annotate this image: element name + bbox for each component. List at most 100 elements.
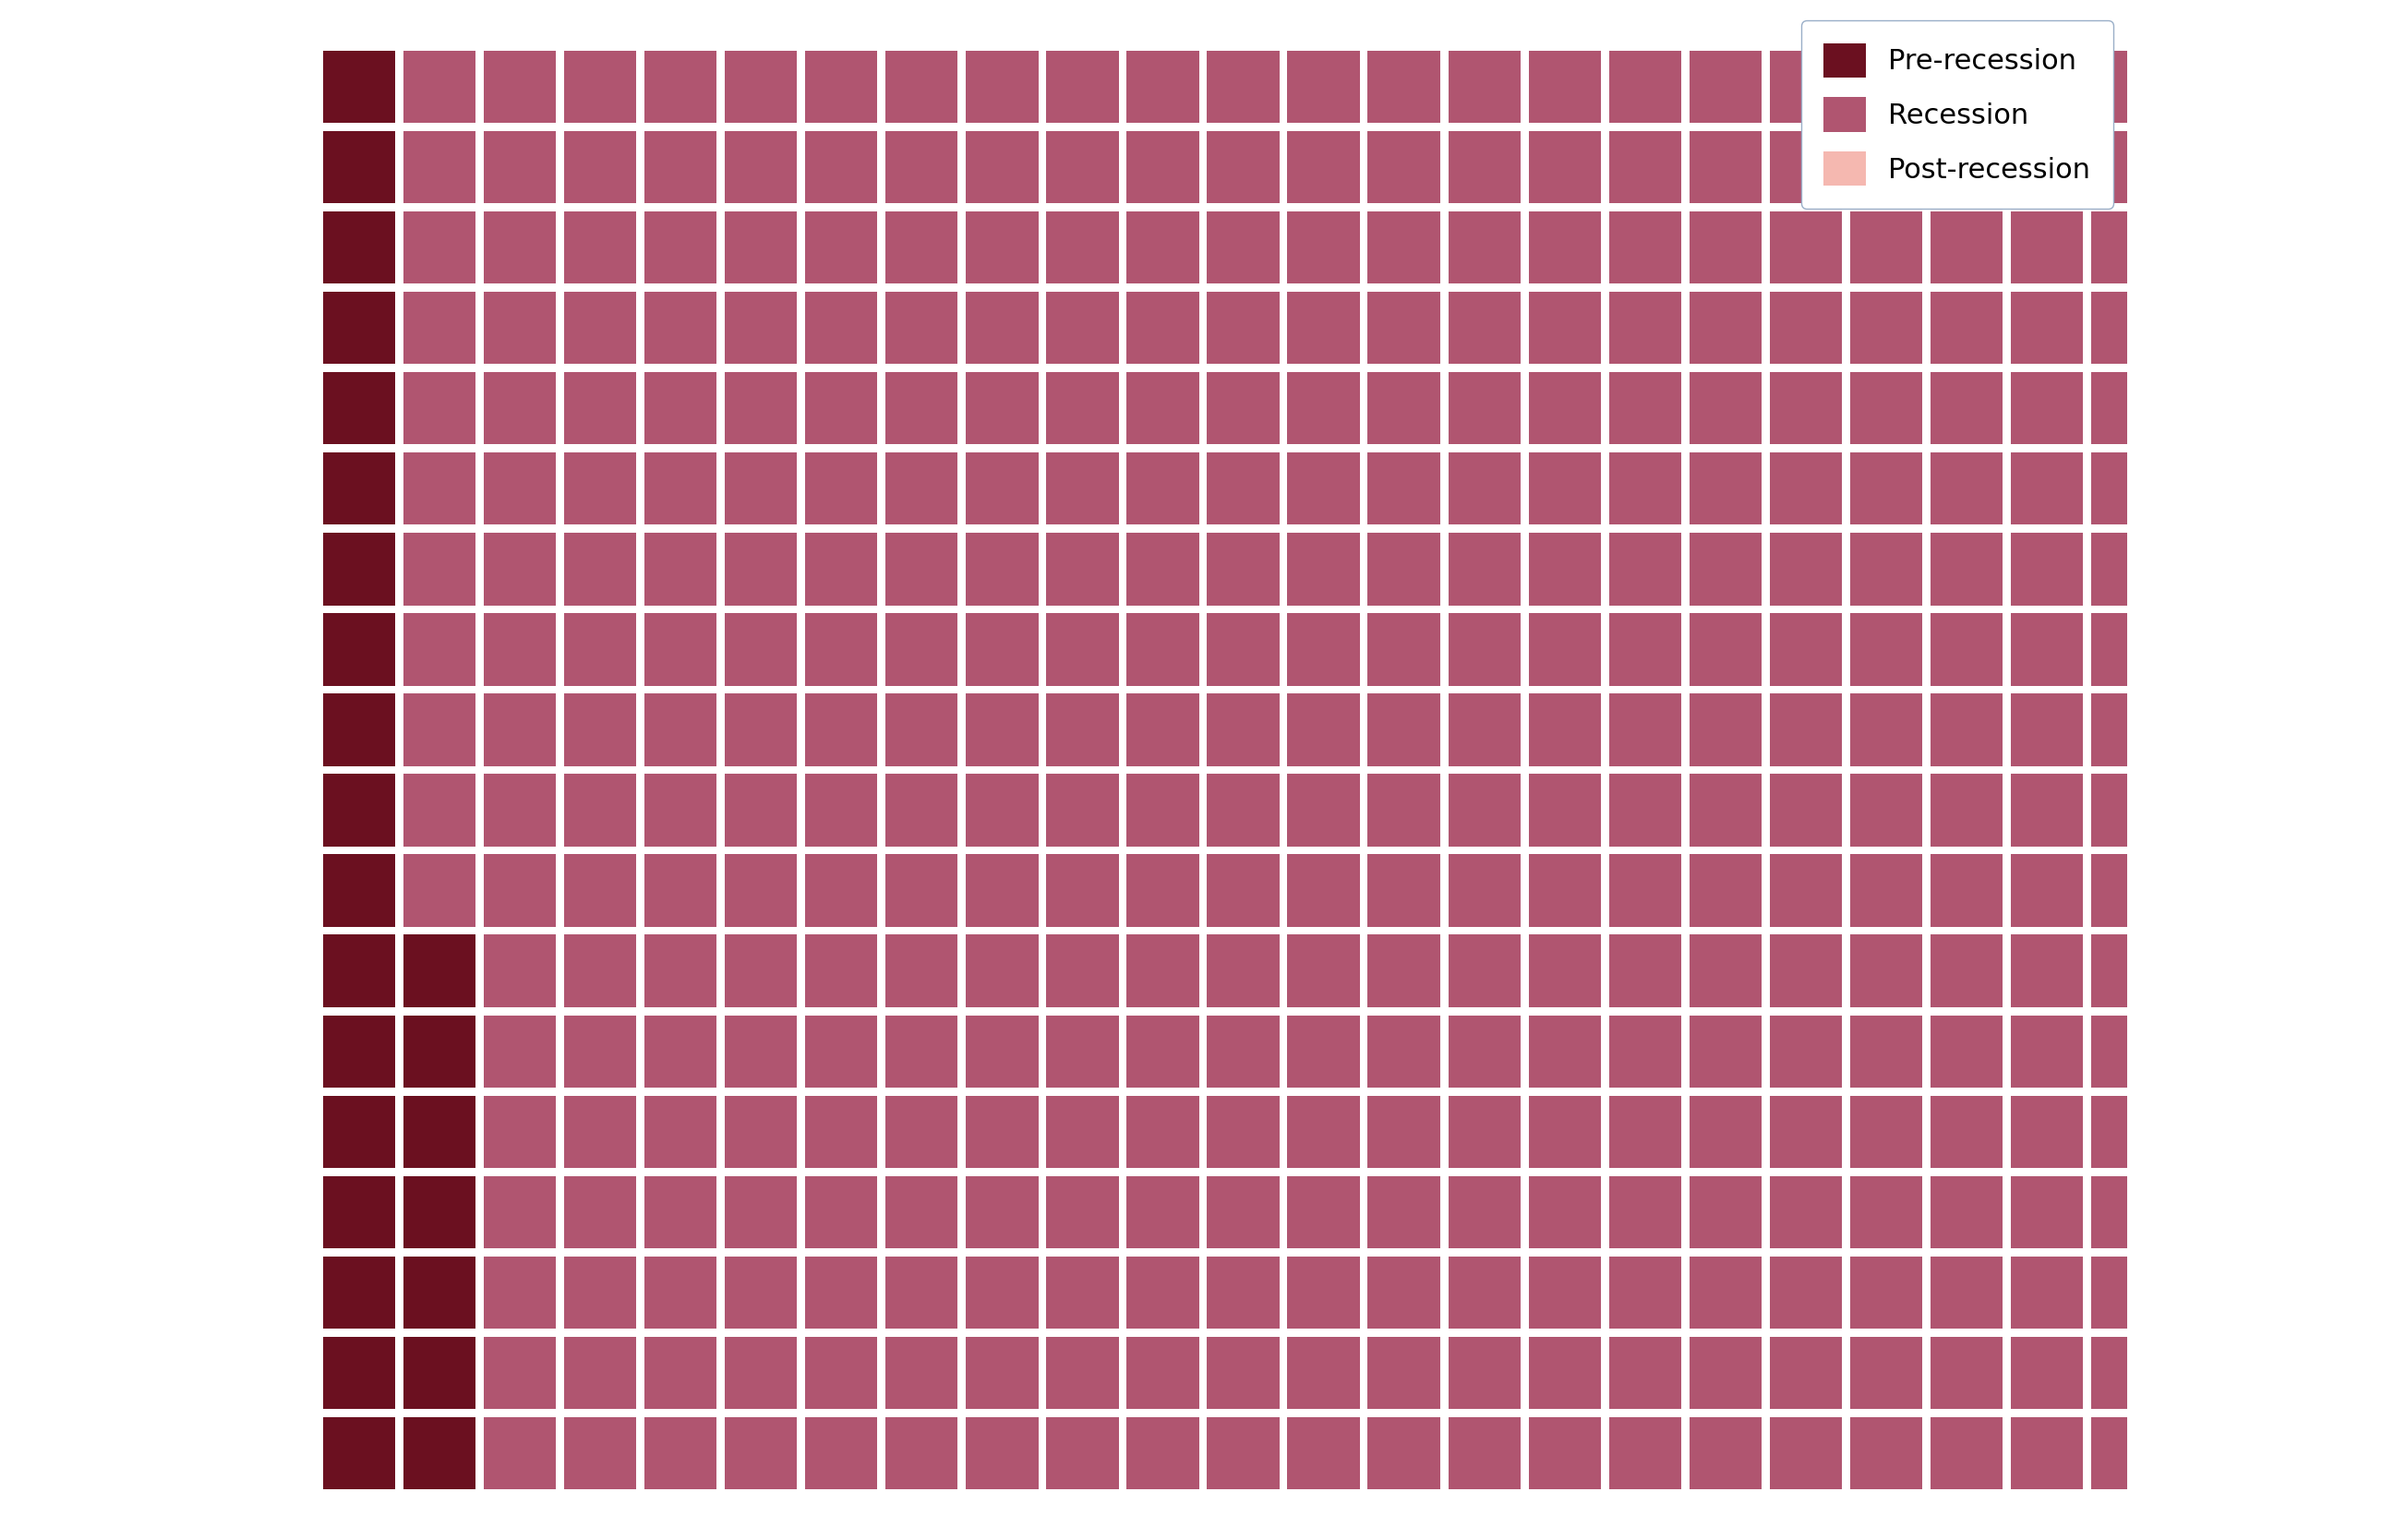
- FancyBboxPatch shape: [2331, 775, 2404, 847]
- FancyBboxPatch shape: [1367, 453, 1441, 525]
- FancyBboxPatch shape: [885, 1177, 958, 1249]
- FancyBboxPatch shape: [2252, 51, 2324, 123]
- FancyBboxPatch shape: [1689, 533, 1761, 605]
- FancyBboxPatch shape: [1610, 613, 1682, 685]
- FancyBboxPatch shape: [1287, 373, 1359, 445]
- FancyBboxPatch shape: [484, 1177, 556, 1249]
- FancyBboxPatch shape: [724, 613, 796, 685]
- FancyBboxPatch shape: [322, 1417, 395, 1489]
- FancyBboxPatch shape: [563, 613, 635, 685]
- FancyBboxPatch shape: [806, 131, 878, 203]
- FancyBboxPatch shape: [806, 1337, 878, 1409]
- FancyBboxPatch shape: [2331, 693, 2404, 765]
- FancyBboxPatch shape: [1208, 131, 1280, 203]
- FancyBboxPatch shape: [404, 693, 476, 765]
- FancyBboxPatch shape: [965, 533, 1039, 605]
- FancyBboxPatch shape: [1610, 1095, 1682, 1167]
- FancyBboxPatch shape: [322, 855, 395, 927]
- FancyBboxPatch shape: [885, 1337, 958, 1409]
- FancyBboxPatch shape: [1448, 1337, 1521, 1409]
- FancyBboxPatch shape: [965, 453, 1039, 525]
- FancyBboxPatch shape: [1850, 131, 1922, 203]
- FancyBboxPatch shape: [404, 613, 476, 685]
- FancyBboxPatch shape: [645, 693, 717, 765]
- FancyBboxPatch shape: [2252, 131, 2324, 203]
- FancyBboxPatch shape: [1287, 211, 1359, 283]
- FancyBboxPatch shape: [1850, 1015, 1922, 1087]
- FancyBboxPatch shape: [2173, 51, 2245, 123]
- FancyBboxPatch shape: [404, 1257, 476, 1329]
- FancyBboxPatch shape: [1047, 533, 1119, 605]
- FancyBboxPatch shape: [2091, 291, 2163, 363]
- FancyBboxPatch shape: [1689, 693, 1761, 765]
- FancyBboxPatch shape: [1930, 855, 2002, 927]
- FancyBboxPatch shape: [2331, 1177, 2404, 1249]
- FancyBboxPatch shape: [2331, 131, 2404, 203]
- FancyBboxPatch shape: [1771, 1417, 1843, 1489]
- FancyBboxPatch shape: [563, 1015, 635, 1087]
- FancyBboxPatch shape: [724, 1015, 796, 1087]
- FancyBboxPatch shape: [1287, 855, 1359, 927]
- FancyBboxPatch shape: [484, 693, 556, 765]
- FancyBboxPatch shape: [404, 1177, 476, 1249]
- FancyBboxPatch shape: [1771, 613, 1843, 685]
- FancyBboxPatch shape: [965, 855, 1039, 927]
- FancyBboxPatch shape: [724, 453, 796, 525]
- FancyBboxPatch shape: [1367, 131, 1441, 203]
- FancyBboxPatch shape: [2091, 1015, 2163, 1087]
- FancyBboxPatch shape: [563, 693, 635, 765]
- FancyBboxPatch shape: [404, 533, 476, 605]
- FancyBboxPatch shape: [1689, 935, 1761, 1007]
- FancyBboxPatch shape: [1610, 693, 1682, 765]
- FancyBboxPatch shape: [2091, 1417, 2163, 1489]
- FancyBboxPatch shape: [1367, 1015, 1441, 1087]
- FancyBboxPatch shape: [1208, 211, 1280, 283]
- FancyBboxPatch shape: [1047, 51, 1119, 123]
- FancyBboxPatch shape: [563, 775, 635, 847]
- FancyBboxPatch shape: [484, 775, 556, 847]
- FancyBboxPatch shape: [2331, 51, 2404, 123]
- FancyBboxPatch shape: [1287, 533, 1359, 605]
- FancyBboxPatch shape: [885, 613, 958, 685]
- FancyBboxPatch shape: [2252, 211, 2324, 283]
- FancyBboxPatch shape: [965, 1417, 1039, 1489]
- FancyBboxPatch shape: [2011, 291, 2084, 363]
- FancyBboxPatch shape: [1771, 51, 1843, 123]
- FancyBboxPatch shape: [404, 1095, 476, 1167]
- FancyBboxPatch shape: [2173, 453, 2245, 525]
- FancyBboxPatch shape: [1689, 131, 1761, 203]
- FancyBboxPatch shape: [965, 935, 1039, 1007]
- FancyBboxPatch shape: [2173, 1417, 2245, 1489]
- FancyBboxPatch shape: [1771, 1015, 1843, 1087]
- FancyBboxPatch shape: [806, 211, 878, 283]
- FancyBboxPatch shape: [724, 211, 796, 283]
- FancyBboxPatch shape: [724, 51, 796, 123]
- FancyBboxPatch shape: [724, 1095, 796, 1167]
- FancyBboxPatch shape: [1448, 453, 1521, 525]
- FancyBboxPatch shape: [1126, 775, 1198, 847]
- FancyBboxPatch shape: [724, 693, 796, 765]
- FancyBboxPatch shape: [1930, 1177, 2002, 1249]
- FancyBboxPatch shape: [1528, 1177, 1600, 1249]
- FancyBboxPatch shape: [484, 1417, 556, 1489]
- FancyBboxPatch shape: [1208, 533, 1280, 605]
- FancyBboxPatch shape: [1287, 935, 1359, 1007]
- FancyBboxPatch shape: [2331, 1257, 2404, 1329]
- FancyBboxPatch shape: [404, 453, 476, 525]
- FancyBboxPatch shape: [885, 775, 958, 847]
- FancyBboxPatch shape: [965, 131, 1039, 203]
- FancyBboxPatch shape: [1208, 1417, 1280, 1489]
- FancyBboxPatch shape: [2173, 211, 2245, 283]
- FancyBboxPatch shape: [1367, 533, 1441, 605]
- FancyBboxPatch shape: [1850, 1257, 1922, 1329]
- FancyBboxPatch shape: [1367, 1417, 1441, 1489]
- FancyBboxPatch shape: [484, 1257, 556, 1329]
- FancyBboxPatch shape: [322, 291, 395, 363]
- FancyBboxPatch shape: [2252, 1095, 2324, 1167]
- FancyBboxPatch shape: [1448, 1177, 1521, 1249]
- FancyBboxPatch shape: [1367, 1177, 1441, 1249]
- FancyBboxPatch shape: [1047, 1015, 1119, 1087]
- FancyBboxPatch shape: [645, 1337, 717, 1409]
- FancyBboxPatch shape: [1689, 373, 1761, 445]
- FancyBboxPatch shape: [2252, 1257, 2324, 1329]
